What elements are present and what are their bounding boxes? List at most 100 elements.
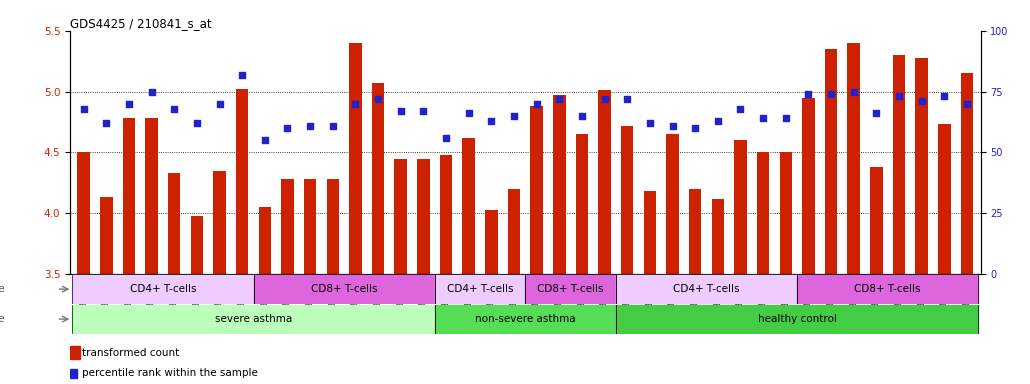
Text: healthy control: healthy control bbox=[758, 314, 836, 324]
Point bbox=[664, 122, 681, 129]
Text: CD4+ T-cells: CD4+ T-cells bbox=[674, 284, 740, 294]
Bar bbox=[780, 152, 792, 274]
Bar bbox=[797, 275, 978, 303]
Point bbox=[460, 111, 477, 117]
Bar bbox=[191, 216, 203, 274]
Point bbox=[75, 106, 92, 112]
Bar bbox=[870, 167, 883, 274]
Point bbox=[98, 120, 114, 126]
Bar bbox=[236, 89, 248, 274]
Bar bbox=[848, 43, 860, 274]
Point bbox=[619, 96, 636, 102]
Bar bbox=[621, 126, 633, 274]
Bar bbox=[72, 305, 435, 333]
Text: GDS4425 / 210841_s_at: GDS4425 / 210841_s_at bbox=[70, 17, 212, 30]
Text: disease state: disease state bbox=[0, 314, 4, 324]
Bar bbox=[70, 369, 77, 378]
Bar bbox=[77, 152, 90, 274]
Bar bbox=[734, 140, 747, 274]
Point bbox=[415, 108, 432, 114]
Bar bbox=[893, 55, 905, 274]
Text: CD8+ T-cells: CD8+ T-cells bbox=[855, 284, 921, 294]
Bar bbox=[349, 43, 362, 274]
Bar bbox=[576, 134, 588, 274]
Point bbox=[846, 88, 862, 94]
Point bbox=[438, 135, 454, 141]
Point bbox=[188, 120, 205, 126]
Bar bbox=[916, 58, 928, 274]
Bar bbox=[253, 275, 435, 303]
Bar bbox=[281, 179, 294, 274]
Bar bbox=[616, 275, 797, 303]
Point bbox=[528, 101, 545, 107]
Bar bbox=[440, 155, 452, 274]
Point bbox=[370, 96, 386, 102]
Text: CD4+ T-cells: CD4+ T-cells bbox=[130, 284, 196, 294]
Point bbox=[959, 101, 975, 107]
Bar bbox=[417, 159, 430, 274]
Point bbox=[574, 113, 590, 119]
Point bbox=[256, 137, 273, 143]
Point bbox=[392, 108, 409, 114]
Bar bbox=[825, 49, 837, 274]
Text: cell type: cell type bbox=[0, 284, 4, 294]
Text: transformed count: transformed count bbox=[82, 348, 179, 358]
Bar bbox=[938, 124, 951, 274]
Bar bbox=[462, 138, 475, 274]
Point bbox=[506, 113, 522, 119]
Bar bbox=[961, 73, 973, 274]
Bar bbox=[394, 159, 407, 274]
Bar bbox=[72, 275, 253, 303]
Bar bbox=[553, 95, 565, 274]
Point bbox=[596, 96, 613, 102]
Bar bbox=[145, 118, 158, 274]
Point bbox=[166, 106, 182, 112]
Point bbox=[642, 120, 658, 126]
Bar bbox=[372, 83, 384, 274]
Point bbox=[914, 98, 930, 104]
Bar bbox=[802, 98, 815, 274]
Bar bbox=[644, 191, 656, 274]
Text: non-severe asthma: non-severe asthma bbox=[475, 314, 576, 324]
Point bbox=[347, 101, 364, 107]
Bar bbox=[70, 346, 80, 359]
Text: CD8+ T-cells: CD8+ T-cells bbox=[311, 284, 377, 294]
Bar bbox=[530, 106, 543, 274]
Point bbox=[800, 91, 817, 97]
Point bbox=[302, 122, 318, 129]
Point bbox=[211, 101, 228, 107]
Bar bbox=[598, 90, 611, 274]
Bar bbox=[666, 134, 679, 274]
Point bbox=[551, 96, 568, 102]
Bar bbox=[435, 275, 525, 303]
Point bbox=[755, 115, 771, 121]
Bar bbox=[327, 179, 339, 274]
Point bbox=[778, 115, 794, 121]
Bar bbox=[712, 199, 724, 274]
Bar bbox=[689, 189, 701, 274]
Bar bbox=[757, 152, 769, 274]
Text: CD4+ T-cells: CD4+ T-cells bbox=[447, 284, 513, 294]
Bar bbox=[508, 189, 520, 274]
Point bbox=[483, 118, 500, 124]
Text: percentile rank within the sample: percentile rank within the sample bbox=[82, 368, 259, 378]
Bar bbox=[168, 173, 180, 274]
Bar bbox=[213, 171, 226, 274]
Point bbox=[868, 111, 885, 117]
Point bbox=[324, 122, 341, 129]
Bar bbox=[485, 210, 497, 274]
Point bbox=[891, 93, 907, 99]
Bar bbox=[435, 305, 616, 333]
Text: severe asthma: severe asthma bbox=[215, 314, 293, 324]
Text: CD8+ T-cells: CD8+ T-cells bbox=[538, 284, 604, 294]
Bar bbox=[304, 179, 316, 274]
Bar bbox=[100, 197, 112, 274]
Point bbox=[279, 125, 296, 131]
Point bbox=[143, 88, 160, 94]
Point bbox=[687, 125, 703, 131]
Point bbox=[121, 101, 137, 107]
Bar bbox=[616, 305, 978, 333]
Bar bbox=[259, 207, 271, 274]
Point bbox=[732, 106, 749, 112]
Point bbox=[936, 93, 953, 99]
